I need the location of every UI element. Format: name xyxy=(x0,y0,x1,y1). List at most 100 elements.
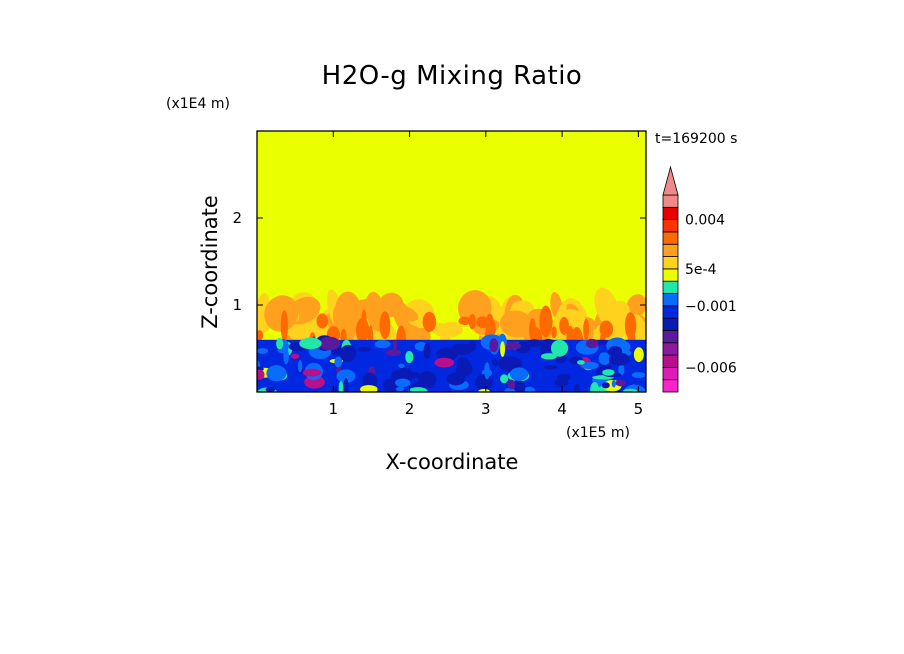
field-eddy xyxy=(297,360,303,373)
colorbar-extend-arrow xyxy=(662,165,679,196)
field-plume-core xyxy=(458,316,471,326)
field-eddy xyxy=(611,380,616,388)
field-eddy xyxy=(633,347,644,363)
x-tick-label: 1 xyxy=(329,400,339,418)
field-eddy xyxy=(395,386,405,391)
field-plume xyxy=(391,305,419,322)
field-eddy xyxy=(336,369,356,383)
field-layer xyxy=(257,131,646,392)
field-eddy xyxy=(585,338,599,349)
field-eddy xyxy=(631,372,646,378)
colorbar-segment xyxy=(662,305,679,319)
field-eddy xyxy=(265,387,276,392)
plot-frame xyxy=(256,130,647,393)
field-eddy xyxy=(601,382,610,389)
x-tick-label: 5 xyxy=(634,400,644,418)
colorbar-segment xyxy=(662,317,679,331)
colorbar-tick-label: 5e-4 xyxy=(685,262,717,278)
field-eddy xyxy=(615,379,627,387)
field-eddy xyxy=(527,339,542,347)
field-eddy xyxy=(573,383,581,392)
field-plume-core xyxy=(257,330,264,341)
field-eddy xyxy=(343,377,349,392)
x-tick-label: 3 xyxy=(481,400,491,418)
field-eddy xyxy=(318,336,341,351)
field-plume-core xyxy=(316,313,329,329)
field-eddy xyxy=(484,362,490,380)
colorbar-segment xyxy=(662,354,679,368)
field-eddy xyxy=(395,378,411,388)
field-eddy xyxy=(266,365,287,382)
x-axis-unit: (x1E5 m) xyxy=(566,425,630,441)
field-plume-core xyxy=(468,313,476,330)
y-axis-unit: (x1E4 m) xyxy=(166,96,230,112)
field-eddy xyxy=(492,359,499,366)
y-tick-label: 2 xyxy=(232,209,242,227)
colorbar-tick-label: −0.001 xyxy=(685,299,737,315)
field-plume-core xyxy=(559,316,569,335)
field-eddy xyxy=(398,363,405,369)
field-plume xyxy=(626,294,646,318)
field-eddy xyxy=(590,381,600,392)
colorbar-segment xyxy=(662,219,679,233)
field-eddy xyxy=(446,372,466,386)
time-label: t=169200 s xyxy=(655,131,737,147)
field-plume-core xyxy=(539,305,553,338)
field-eddy xyxy=(400,371,420,379)
field-eddy xyxy=(299,337,322,350)
field-eddy xyxy=(577,360,585,365)
x-tick-label: 4 xyxy=(557,400,567,418)
x-axis-label: X-coordinate xyxy=(386,450,519,474)
field-plume-core xyxy=(551,326,557,339)
field-eddy xyxy=(392,339,398,351)
colorbar-segment xyxy=(662,342,679,356)
field-plume-core xyxy=(422,311,437,333)
y-axis-label: Z-coordinate xyxy=(198,195,222,329)
field-plume xyxy=(264,295,299,332)
field-eddy xyxy=(334,356,343,368)
colorbar-segment xyxy=(662,366,679,381)
x-tick-label: 2 xyxy=(405,400,415,418)
colorbar-segment xyxy=(662,293,679,307)
colorbar-segment xyxy=(662,243,679,257)
field-eddy xyxy=(283,347,289,365)
colorbar-segment xyxy=(662,256,679,270)
colorbar-segment xyxy=(662,330,679,344)
field-eddy xyxy=(257,348,269,354)
chart-title: H2O-g Mixing Ratio xyxy=(322,61,583,91)
field-eddy xyxy=(608,345,623,357)
field-eddy xyxy=(598,352,611,365)
field-eddy xyxy=(489,338,499,353)
colorbar-segment xyxy=(662,268,679,282)
field-eddy xyxy=(304,375,325,389)
field-eddy xyxy=(360,385,378,392)
field-eddy xyxy=(581,361,599,370)
field-eddy xyxy=(553,342,558,355)
field-plume xyxy=(594,287,620,329)
field-eddy xyxy=(434,357,455,368)
field-eddy xyxy=(423,342,431,360)
colorbar-segment xyxy=(662,206,679,221)
field-eddy xyxy=(357,347,371,352)
field-eddy xyxy=(500,374,509,384)
field-eddy xyxy=(507,379,516,390)
field-eddy xyxy=(602,369,615,376)
field-plume-core xyxy=(624,312,636,339)
field-eddy xyxy=(382,378,399,392)
field-eddy xyxy=(338,381,344,392)
field-eddy xyxy=(405,350,414,364)
field-plume-core xyxy=(280,310,288,342)
field-plume-core xyxy=(529,317,536,342)
field-eddy xyxy=(481,379,492,386)
field-eddy xyxy=(451,343,474,355)
field-eddy xyxy=(339,344,357,363)
field-eddy xyxy=(276,337,284,350)
colorbar-segment xyxy=(662,194,679,208)
field-eddy xyxy=(417,371,437,388)
field-plume xyxy=(430,322,453,338)
colorbar-tick-label: −0.006 xyxy=(685,360,737,376)
field-plume-core xyxy=(583,318,590,341)
field-eddy xyxy=(257,369,265,380)
field-eddy xyxy=(385,349,402,357)
